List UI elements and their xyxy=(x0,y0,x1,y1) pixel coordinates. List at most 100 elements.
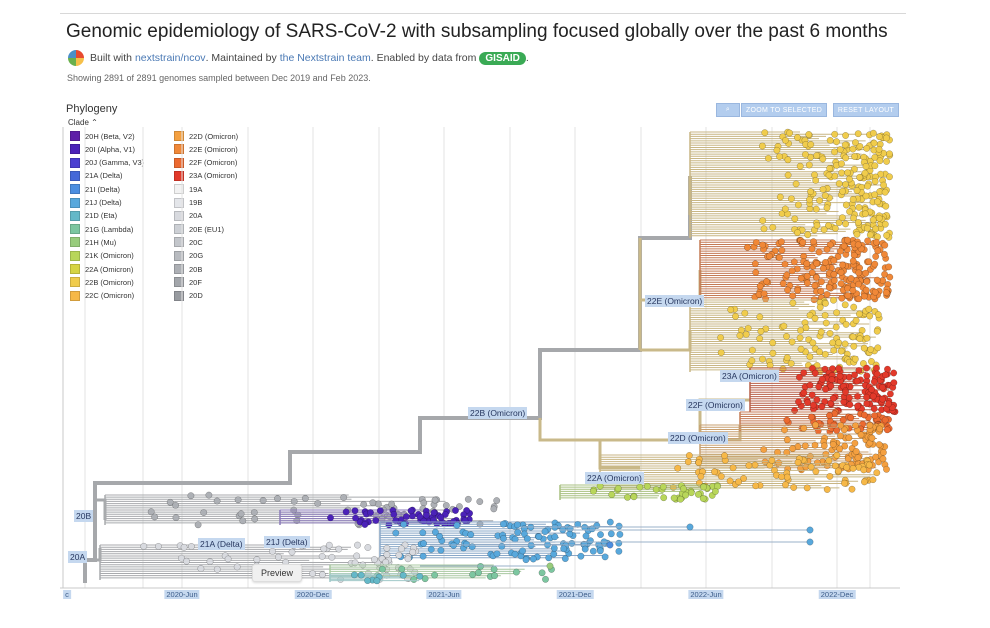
tree-tip xyxy=(778,246,786,254)
clade-label-22A[interactable]: 22A (Omicron) xyxy=(585,472,644,484)
legend-item[interactable]: 22F (Omicron) xyxy=(174,157,237,168)
tree-tip xyxy=(832,323,840,331)
tree-tip xyxy=(643,482,651,490)
tree-tip xyxy=(813,459,821,467)
tree-tip xyxy=(748,346,756,354)
tree-tip xyxy=(615,547,623,555)
legend-item[interactable]: 21J (Delta) xyxy=(70,197,122,208)
legend-swatch xyxy=(70,210,80,221)
tree-tip xyxy=(684,458,692,466)
legend-item[interactable]: 20A xyxy=(174,210,202,221)
tree-tip xyxy=(427,545,435,553)
legend-item[interactable]: 20E (EU1) xyxy=(174,224,224,235)
tree-tip xyxy=(154,542,162,550)
clade-label-21J[interactable]: 21J (Delta) xyxy=(264,536,310,548)
tree-tip xyxy=(830,296,837,304)
clade-label-20A[interactable]: 20A xyxy=(68,551,88,563)
tree-tip xyxy=(711,488,719,495)
legend-item[interactable]: 22D (Omicron) xyxy=(174,131,238,141)
nextstrain-team-link[interactable]: the Nextstrain team xyxy=(279,52,371,64)
clade-label-23A[interactable]: 23A (Omicron) xyxy=(720,370,779,382)
legend-item[interactable]: 22E (Omicron) xyxy=(174,144,238,155)
tree-tip xyxy=(760,225,768,233)
tree-tip xyxy=(783,271,791,279)
zoom-to-selected-button[interactable]: ZOOM TO SELECTED xyxy=(741,103,827,117)
tree-tip xyxy=(831,462,839,470)
tree-tip xyxy=(872,453,880,461)
tree-tip xyxy=(407,507,415,515)
legend-item[interactable]: 21A (Delta) xyxy=(70,170,123,181)
legend-item[interactable]: 19A xyxy=(174,184,202,195)
legend-item[interactable]: 22C (Omicron) xyxy=(70,290,134,301)
legend-item[interactable]: 20F xyxy=(174,277,202,288)
tree-tip xyxy=(436,532,444,540)
clade-label-22B[interactable]: 22B (Omicron) xyxy=(468,407,528,419)
tree-tip xyxy=(797,326,805,334)
preview-button[interactable]: Preview xyxy=(252,564,303,582)
tree-tip xyxy=(431,496,439,504)
legend-item[interactable]: 20D xyxy=(174,290,203,301)
axis-tick-label: 2020-Dec xyxy=(294,590,332,599)
tree-tip xyxy=(844,455,852,463)
tree-tip xyxy=(881,220,889,228)
tree-tip xyxy=(881,188,889,196)
tree-tip xyxy=(829,440,837,448)
tree-tip xyxy=(826,472,834,480)
legend-item[interactable]: 20I (Alpha, V1) xyxy=(70,144,135,155)
tree-tip xyxy=(399,571,407,579)
legend-item[interactable]: 21H (Mu) xyxy=(70,237,116,248)
legend-label: 21D (Eta) xyxy=(85,211,118,221)
tree-tip xyxy=(826,241,834,249)
tree-tip xyxy=(759,217,767,225)
legend-item[interactable]: 20C xyxy=(174,237,203,248)
clade-label-22E[interactable]: 22E (Omicron) xyxy=(645,295,705,307)
tree-tip xyxy=(862,269,870,277)
tree-tip xyxy=(469,571,477,579)
tree-tip xyxy=(842,154,850,162)
legend-item[interactable]: 21D (Eta) xyxy=(70,210,118,221)
tree-tip xyxy=(791,407,799,414)
tree-tip xyxy=(233,563,241,571)
legend-item[interactable]: 22B (Omicron) xyxy=(70,277,134,288)
tree-tip xyxy=(328,553,336,561)
legend-item[interactable]: 22A (Omicron) xyxy=(70,264,133,274)
legend-item[interactable]: 23A (Omicron) xyxy=(174,170,237,181)
clade-label-21A[interactable]: 21A (Delta) xyxy=(198,538,245,550)
clade-legend-toggle[interactable]: Clade ⌃ xyxy=(68,118,98,127)
legend-item[interactable]: 21I (Delta) xyxy=(70,184,120,195)
tree-tip xyxy=(872,238,880,246)
tree-tip xyxy=(511,550,519,558)
tree-tip xyxy=(854,241,862,249)
tree-tip xyxy=(318,571,326,579)
tree-tip xyxy=(835,219,843,227)
clade-label-22D[interactable]: 22D (Omicron) xyxy=(668,432,728,444)
tree-tip xyxy=(821,311,829,319)
tree-tip xyxy=(841,340,849,348)
tree-tip xyxy=(237,510,245,518)
clade-label-20B[interactable]: 20B xyxy=(74,510,94,522)
clade-label-22F[interactable]: 22F (Omicron) xyxy=(686,399,745,411)
tree-tip xyxy=(840,426,848,434)
zoom-icon[interactable]: ⌕ xyxy=(716,103,740,117)
tree-tip xyxy=(490,565,498,573)
tree-tip xyxy=(784,286,792,294)
legend-item[interactable]: 20G xyxy=(174,250,203,261)
tree-tip xyxy=(614,485,622,492)
tree-tip xyxy=(869,216,877,224)
tree-tip xyxy=(751,461,759,469)
legend-item[interactable]: 21K (Omicron) xyxy=(70,250,134,261)
ncov-link[interactable]: nextstrain/ncov xyxy=(134,52,206,64)
legend-item[interactable]: 21G (Lambda) xyxy=(70,224,133,235)
tree-tip xyxy=(752,238,760,246)
gisaid-logo[interactable]: GISAID xyxy=(479,51,526,65)
reset-layout-button[interactable]: RESET LAYOUT xyxy=(833,103,899,117)
legend-item[interactable]: 20B xyxy=(174,264,202,274)
legend-item[interactable]: 19B xyxy=(174,197,202,208)
tree-tip xyxy=(825,457,833,465)
tree-tip xyxy=(860,411,868,419)
tree-tip xyxy=(837,421,845,429)
legend-item[interactable]: 20J (Gamma, V3) xyxy=(70,157,144,168)
legend-item[interactable]: 20H (Beta, V2) xyxy=(70,131,135,141)
tree-tip xyxy=(826,412,833,419)
